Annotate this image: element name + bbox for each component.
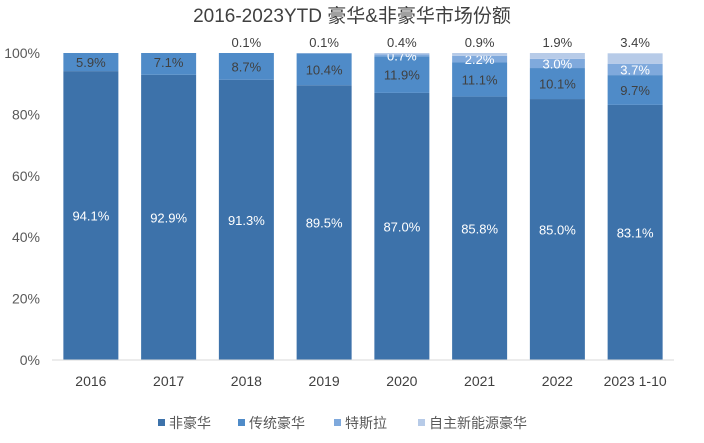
bar-segment bbox=[452, 96, 508, 361]
legend-label: 自主新能源豪华 bbox=[429, 415, 527, 431]
data-label: 11.1% bbox=[462, 73, 498, 88]
bar-segment bbox=[452, 55, 508, 63]
bar-segment bbox=[607, 104, 663, 361]
bar-segment bbox=[296, 53, 352, 86]
legend-swatch bbox=[238, 419, 245, 426]
data-label: 89.5% bbox=[306, 216, 343, 231]
data-label: 1.9% bbox=[543, 35, 573, 50]
bar-segment bbox=[374, 56, 430, 93]
data-label: 92.9% bbox=[150, 210, 187, 225]
chart-title: 2016-2023YTD 豪华&非豪华市场份额 bbox=[193, 5, 511, 27]
bar-segment bbox=[607, 53, 663, 64]
data-label: 3.4% bbox=[620, 35, 650, 50]
data-label: 94.1% bbox=[72, 209, 109, 224]
data-label: 85.0% bbox=[539, 223, 576, 238]
bars: 94.1% 5.9% 92.9% 7.1% 91.3% 8.7% 0.1% 89.5% 10.4… bbox=[63, 35, 663, 361]
data-label: 9.7% bbox=[620, 83, 650, 98]
data-label: 87.0% bbox=[383, 219, 420, 234]
data-label: 83.1% bbox=[617, 225, 654, 240]
y-tick-label: 100% bbox=[4, 45, 40, 61]
data-label: 85.8% bbox=[461, 221, 498, 236]
y-tick-label: 80% bbox=[12, 106, 40, 122]
data-label: 10.4% bbox=[306, 62, 343, 77]
x-tick-label: 2017 bbox=[153, 373, 184, 389]
bar-segment bbox=[529, 99, 585, 361]
data-label: 5.9% bbox=[76, 55, 106, 70]
x-axis: 2016 2017 2018 2019 2020 2021 2022 2023 1-10 bbox=[75, 373, 667, 389]
data-label: 8.7% bbox=[232, 59, 262, 74]
bar-segment bbox=[452, 62, 508, 97]
bar-segment bbox=[374, 54, 430, 57]
bar-segment bbox=[218, 53, 274, 80]
legend-label: 特斯拉 bbox=[345, 415, 387, 431]
bar-segment bbox=[607, 63, 663, 76]
bar-segment bbox=[529, 53, 585, 59]
data-label: 0.1% bbox=[232, 35, 262, 50]
bar-segment bbox=[63, 71, 119, 360]
x-tick-label: 2019 bbox=[309, 373, 340, 389]
legend-label: 传统豪华 bbox=[249, 415, 305, 431]
bar-segment bbox=[218, 79, 274, 361]
bar-segment bbox=[529, 68, 585, 100]
y-tick-label: 60% bbox=[12, 168, 40, 184]
data-label: 0.1% bbox=[309, 35, 339, 50]
data-label: 3.7% bbox=[620, 62, 650, 77]
x-tick-label: 2022 bbox=[542, 373, 573, 389]
bar-segment bbox=[374, 53, 430, 55]
data-label: 0.9% bbox=[465, 35, 495, 50]
data-label: 0.4% bbox=[387, 35, 417, 50]
x-tick-label: 2018 bbox=[231, 373, 262, 389]
legend-swatch bbox=[158, 419, 165, 426]
data-label: 91.3% bbox=[228, 213, 265, 228]
bar-segment bbox=[141, 74, 197, 360]
y-tick-label: 20% bbox=[12, 291, 40, 307]
y-tick-label: 40% bbox=[12, 229, 40, 245]
data-label: 7.1% bbox=[154, 55, 184, 70]
data-label: 10.1% bbox=[539, 77, 576, 92]
legend-swatch bbox=[334, 419, 341, 426]
bar-segment bbox=[296, 85, 352, 361]
x-tick-label: 2016 bbox=[75, 373, 106, 389]
bar-segment bbox=[374, 92, 430, 360]
data-label: 3.0% bbox=[543, 56, 573, 71]
x-tick-label: 2020 bbox=[386, 373, 417, 389]
data-label: 0.7% bbox=[387, 48, 417, 63]
legend-swatch bbox=[418, 419, 425, 426]
bar-segment bbox=[452, 53, 508, 56]
bar-segment bbox=[63, 53, 119, 72]
x-tick-label: 2021 bbox=[464, 373, 495, 389]
legend-label: 非豪华 bbox=[169, 415, 211, 431]
y-tick-label: 0% bbox=[20, 352, 40, 368]
bar-segment bbox=[529, 58, 585, 69]
data-label: 2.2% bbox=[465, 52, 495, 67]
bar-segment bbox=[607, 75, 663, 105]
data-label: 11.9% bbox=[384, 68, 420, 83]
x-tick-label: 2023 1-10 bbox=[604, 373, 667, 389]
bar-segment bbox=[141, 53, 197, 75]
legend: 非豪华 传统豪华 特斯拉 自主新能源豪华 bbox=[158, 415, 527, 431]
y-axis: 0% 20% 40% 60% 80% 100% bbox=[4, 45, 40, 368]
